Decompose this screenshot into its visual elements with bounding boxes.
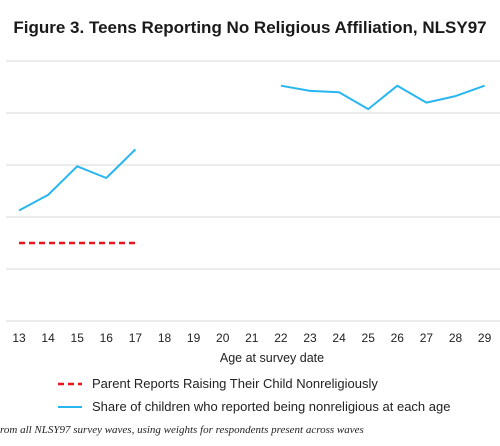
x-tick-label: 28 xyxy=(449,331,463,345)
x-tick-label: 18 xyxy=(158,331,172,345)
x-axis-label: Age at survey date xyxy=(220,351,324,365)
x-tick-label: 26 xyxy=(391,331,405,345)
chart-title: Figure 3. Teens Reporting No Religious A… xyxy=(13,18,487,37)
x-tick-label: 19 xyxy=(187,331,201,345)
x-tick-label: 27 xyxy=(420,331,434,345)
x-tick-label: 25 xyxy=(362,331,376,345)
x-tick-label: 23 xyxy=(303,331,317,345)
legend-label-parent-reports: Parent Reports Raising Their Child Nonre… xyxy=(92,376,378,391)
x-tick-label: 15 xyxy=(71,331,85,345)
x-tick-label: 20 xyxy=(216,331,230,345)
series-line-children-reported-segment-1 xyxy=(280,84,485,111)
series-layer xyxy=(18,84,485,245)
x-tick-label: 29 xyxy=(478,331,492,345)
x-tick-label: 22 xyxy=(274,331,288,345)
x-tick-label: 17 xyxy=(129,331,143,345)
x-tick-labels: 13 14 15 16 17 18 19 20 21 22 23 24 25 26 27 28 29 xyxy=(12,331,491,345)
x-tick-label: 13 xyxy=(12,331,26,345)
legend: Parent Reports Raising Their Child Nonre… xyxy=(58,376,450,414)
x-tick-label: 24 xyxy=(332,331,346,345)
legend-label-children-reported: Share of children who reported being non… xyxy=(92,399,450,414)
gridlines xyxy=(6,60,500,322)
x-tick-label: 21 xyxy=(245,331,259,345)
source-note: rom all NLSY97 survey waves, using weigh… xyxy=(0,424,364,436)
series-line-children-reported-segment-0 xyxy=(18,148,137,212)
x-tick-label: 16 xyxy=(100,331,114,345)
x-tick-label: 14 xyxy=(41,331,55,345)
